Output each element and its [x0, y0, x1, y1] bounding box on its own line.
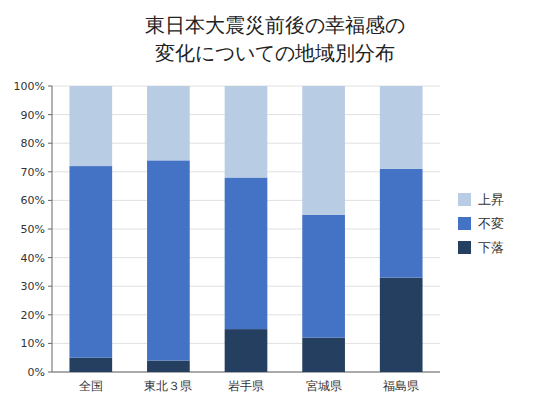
- bar-segment: [302, 338, 345, 372]
- y-tick: [48, 86, 52, 87]
- y-tick-label: 30%: [21, 280, 45, 293]
- y-tick: [48, 143, 52, 144]
- y-tick-label: 20%: [21, 309, 45, 322]
- axes: 0% 10% 20% 30% 40% 50% 60% 70% 80% 90% 100% 全国 東北３県 岩…: [14, 80, 440, 393]
- bar-segment: [69, 86, 112, 166]
- y-tick: [48, 114, 52, 115]
- bar-segment: [69, 166, 112, 358]
- y-tick: [48, 229, 52, 230]
- y-tick: [48, 257, 52, 258]
- y-tick: [48, 200, 52, 201]
- bar-segment: [147, 361, 190, 372]
- y-tick-label: 40%: [21, 252, 45, 265]
- y-tick: [48, 286, 52, 287]
- bar-segment: [147, 86, 190, 160]
- subtitle: 変化についての地域別分布: [155, 41, 395, 65]
- bar-segment: [302, 86, 345, 215]
- y-tick-label: 0%: [28, 366, 45, 379]
- y-tick: [48, 372, 52, 373]
- y-tick: [48, 171, 52, 172]
- y-tick-label: 10%: [21, 337, 45, 350]
- chart-svg: 東日本大震災前後の幸福感の変化についての地域別分布 0% 10% 20% 30% 40% 5…: [0, 0, 550, 413]
- y-tick-label: 90%: [21, 109, 45, 122]
- legend: 上昇不変下落: [458, 192, 504, 255]
- y-tick: [48, 314, 52, 315]
- bar-segment: [225, 86, 268, 178]
- bar-segment: [302, 215, 345, 338]
- bar-segment: [380, 278, 423, 372]
- y-tick: [48, 343, 52, 344]
- y-tick-label: 60%: [21, 194, 45, 207]
- y-tick-label: 100%: [14, 80, 45, 93]
- legend-swatch: [458, 241, 471, 254]
- y-tick-label: 80%: [21, 137, 45, 150]
- legend-label: 不変: [478, 216, 504, 231]
- bar-segment: [69, 358, 112, 372]
- x-tick-label: 岩手県: [228, 379, 264, 393]
- legend-label: 下落: [478, 240, 504, 255]
- y-tick-label: 50%: [21, 223, 45, 236]
- y-axis-line: [52, 86, 53, 372]
- x-tick-label: 宮城県: [306, 379, 342, 393]
- x-tick-label: 東北３県: [144, 379, 192, 393]
- chart-container: 東日本大震災前後の幸福感の変化についての地域別分布 0% 10% 20% 30% 40% 5…: [0, 0, 550, 413]
- bar-segment: [147, 160, 190, 360]
- y-tick-label: 70%: [21, 166, 45, 179]
- grid: [52, 86, 440, 372]
- bars: [69, 86, 422, 372]
- legend-swatch: [458, 193, 471, 206]
- legend-label: 上昇: [478, 192, 504, 207]
- bar-segment: [380, 169, 423, 278]
- title: 東日本大震災前後の幸福感の: [145, 13, 405, 37]
- legend-swatch: [458, 217, 471, 230]
- bar-segment: [380, 86, 423, 169]
- x-tick-label: 福島県: [383, 379, 419, 393]
- bar-segment: [225, 329, 268, 372]
- bar-segment: [225, 178, 268, 330]
- x-tick-label: 全国: [79, 379, 103, 393]
